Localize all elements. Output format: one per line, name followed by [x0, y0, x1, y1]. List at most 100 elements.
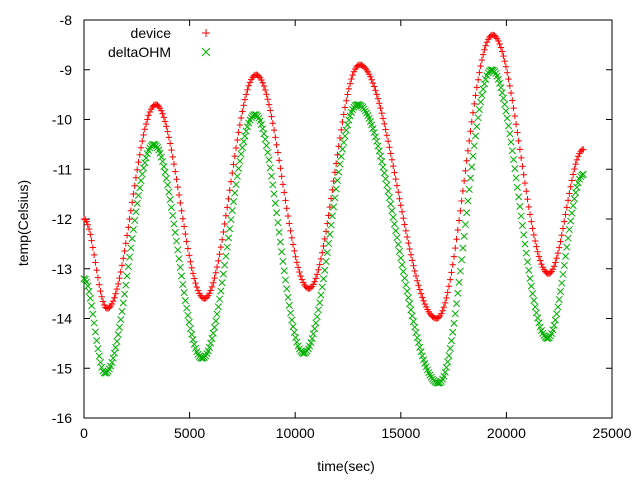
x-tick-label: 0 — [80, 425, 88, 441]
data-point-device — [332, 160, 340, 167]
data-point-deltaOHM — [322, 257, 330, 266]
data-point-deltaOHM — [259, 125, 267, 133]
data-point-device — [479, 51, 487, 58]
data-point-device — [258, 76, 265, 84]
data-point-deltaOHM — [579, 170, 587, 178]
data-point-device — [161, 118, 169, 125]
data-point-deltaOHM — [166, 195, 174, 204]
data-point-deltaOHM — [209, 329, 217, 337]
data-point-deltaOHM — [370, 128, 378, 137]
data-point-deltaOHM — [190, 340, 198, 348]
x-tick-label: 20000 — [487, 425, 526, 441]
data-point-device — [260, 82, 268, 90]
data-point-deltaOHM — [442, 363, 450, 371]
data-point-device — [412, 272, 420, 280]
data-point-deltaOHM — [384, 187, 392, 195]
data-point-device — [529, 225, 536, 232]
data-point-device — [519, 163, 526, 170]
data-point-deltaOHM — [293, 338, 301, 346]
data-point-deltaOHM — [124, 263, 132, 271]
y-tick-label: -10 — [52, 112, 72, 128]
legend-item-deltaOHM: deltaOHM — [108, 44, 211, 60]
data-point-deltaOHM — [454, 289, 462, 297]
data-point-device — [405, 239, 412, 247]
data-point-device — [525, 203, 532, 211]
data-point-deltaOHM — [109, 354, 117, 362]
data-point-device — [449, 261, 456, 268]
data-point-deltaOHM — [136, 184, 144, 192]
x-axis-ticks: 0 5000 10000 15000 20000 25000 — [80, 20, 632, 441]
data-point-device — [313, 271, 321, 278]
data-point-deltaOHM — [303, 347, 311, 355]
data-point-deltaOHM — [567, 217, 575, 225]
data-point-deltaOHM — [503, 114, 511, 122]
data-point-deltaOHM — [213, 310, 221, 318]
data-point-device — [384, 138, 392, 145]
data-point-device — [407, 251, 415, 258]
data-point-device — [497, 44, 505, 51]
data-point-deltaOHM — [278, 248, 286, 256]
data-point-device — [530, 231, 538, 239]
x-tick-label: 10000 — [276, 425, 315, 441]
data-point-device — [130, 190, 137, 198]
data-point-device — [287, 227, 294, 235]
data-point-device — [319, 249, 326, 256]
data-point-device — [128, 199, 136, 206]
data-point-device — [495, 37, 502, 45]
data-point-deltaOHM — [526, 274, 534, 283]
series-device — [80, 31, 587, 322]
y-tick-label: -12 — [52, 211, 72, 227]
data-point-deltaOHM — [174, 246, 182, 254]
data-point-deltaOHM — [84, 282, 92, 290]
data-point-device — [109, 297, 117, 305]
data-point-deltaOHM — [449, 328, 457, 336]
data-point-device — [291, 247, 298, 255]
data-point-device — [311, 278, 318, 285]
data-point-deltaOHM — [292, 334, 300, 342]
data-point-deltaOHM — [280, 267, 288, 275]
data-point-deltaOHM — [236, 157, 244, 165]
data-point-deltaOHM — [93, 337, 101, 345]
data-point-deltaOHM — [288, 316, 296, 324]
data-point-device — [106, 304, 113, 311]
data-point-device — [325, 212, 332, 219]
data-point-deltaOHM — [371, 133, 380, 141]
data-point-device — [116, 274, 123, 282]
data-point-deltaOHM — [313, 313, 321, 321]
data-point-deltaOHM — [475, 106, 483, 114]
data-point-deltaOHM — [123, 272, 131, 280]
data-point-deltaOHM — [233, 172, 241, 180]
data-point-deltaOHM — [472, 132, 480, 140]
data-point-deltaOHM — [498, 89, 506, 97]
data-point-deltaOHM — [162, 174, 170, 182]
data-point-deltaOHM — [275, 228, 283, 236]
data-point-deltaOHM — [108, 358, 116, 367]
data-point-device — [88, 237, 95, 244]
data-point-device — [473, 84, 481, 91]
data-point-deltaOHM — [375, 147, 383, 155]
data-point-deltaOHM — [496, 79, 504, 87]
data-point-device — [571, 165, 578, 173]
data-point-deltaOHM — [330, 203, 338, 211]
x-tick-label: 5000 — [174, 425, 205, 441]
data-point-deltaOHM — [172, 237, 181, 245]
data-point-device — [468, 118, 475, 126]
data-point-device — [139, 137, 146, 145]
data-point-device — [244, 86, 251, 94]
data-point-device — [164, 128, 171, 135]
data-point-device — [538, 260, 545, 268]
data-point-deltaOHM — [96, 358, 105, 366]
data-point-device — [270, 126, 278, 134]
data-point-deltaOHM — [104, 367, 112, 375]
data-point-deltaOHM — [397, 254, 405, 262]
data-point-device — [523, 188, 530, 195]
series-layer — [80, 31, 587, 387]
data-point-deltaOHM — [521, 240, 529, 248]
data-point-device — [178, 207, 185, 215]
data-point-device — [297, 272, 304, 280]
data-point-deltaOHM — [388, 207, 396, 215]
data-point-deltaOHM — [113, 337, 121, 345]
data-point-deltaOHM — [511, 165, 519, 173]
data-point-device — [126, 215, 133, 223]
